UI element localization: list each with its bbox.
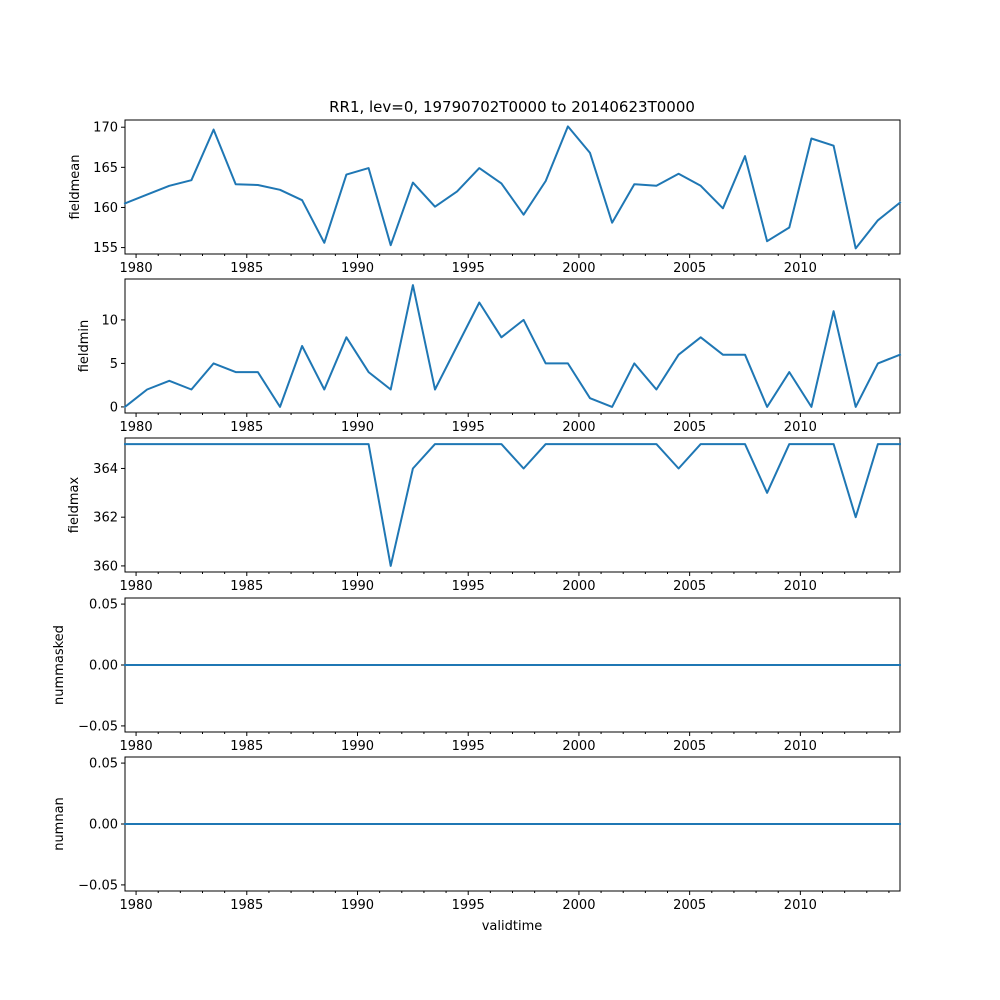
panel-frame [124, 119, 901, 255]
series-line-fieldmax [124, 443, 901, 567]
y-tick-label: 10 [101, 313, 118, 328]
y-tick-label: 360 [93, 559, 118, 574]
x-tick-label: 1985 [230, 898, 263, 913]
x-tick-label: 2005 [673, 420, 706, 435]
y-tick-label: 165 [93, 161, 118, 176]
x-tick-label: 1980 [120, 739, 153, 754]
series-line-fieldmin [123, 284, 902, 409]
y-tick-label: 364 [93, 462, 118, 477]
panel-fieldmean: 1980 1985 1990 1995 2000 2005 2010 155 160 165 170… [68, 119, 902, 276]
x-tick-label: 1985 [230, 739, 263, 754]
x-tick-label: 1990 [341, 739, 374, 754]
panel-frame [124, 278, 901, 414]
x-tick-label: 1985 [230, 579, 263, 594]
x-tick-label: 2010 [784, 420, 817, 435]
x-tick-label: 2000 [562, 579, 595, 594]
x-tick-label: 1995 [452, 739, 485, 754]
x-axis-label: validtime [482, 919, 543, 934]
x-tick-label: 1995 [452, 579, 485, 594]
y-tick-label: 0.00 [89, 659, 118, 674]
y-tick-label: 155 [93, 241, 118, 256]
x-tick-label: 2005 [673, 579, 706, 594]
y-axis-label: fieldmax [67, 477, 82, 534]
x-tick-label: 2010 [784, 739, 817, 754]
panel-fieldmin: 1980 1985 1990 1995 2000 2005 2010 0 5 10 fieldmin [77, 278, 902, 435]
y-tick-label: −0.05 [78, 719, 118, 734]
x-tick-label: 1990 [341, 898, 374, 913]
y-tick-label: 0 [110, 400, 118, 415]
y-axis-label: nummasked [52, 625, 67, 705]
x-tick-label: 1990 [341, 420, 374, 435]
x-tick-label: 1980 [120, 898, 153, 913]
y-tick-label: −0.05 [78, 878, 118, 893]
y-tick-label: 0.05 [89, 598, 118, 613]
y-tick-label: 5 [110, 357, 118, 372]
x-tick-label: 2000 [562, 898, 595, 913]
x-tick-label: 2000 [562, 420, 595, 435]
panel-numnan: 1980 1985 1990 1995 2000 2005 2010 −0.05 0.00 0.0… [52, 756, 901, 913]
x-tick-label: 1980 [120, 261, 153, 276]
panel-nummasked: 1980 1985 1990 1995 2000 2005 2010 −0.05 0.00 0.0… [52, 597, 901, 754]
x-tick-label: 1995 [452, 898, 485, 913]
series-line-fieldmean [123, 125, 902, 250]
panels-group: 1980 1985 1990 1995 2000 2005 2010 155 160 165 170… [52, 119, 902, 913]
x-tick-label: 2000 [562, 739, 595, 754]
y-tick-label: 362 [93, 511, 118, 526]
x-tick-label: 1985 [230, 420, 263, 435]
y-tick-label: 160 [93, 201, 118, 216]
x-tick-label: 2010 [784, 579, 817, 594]
y-axis-label: fieldmean [68, 155, 83, 220]
y-axis-label: numnan [52, 797, 67, 851]
x-tick-label: 1995 [452, 420, 485, 435]
chart-title: RR1, lev=0, 19790702T0000 to 20140623T00… [329, 98, 695, 116]
x-tick-label: 2005 [673, 261, 706, 276]
x-tick-label: 1980 [120, 420, 153, 435]
panel-fieldmax: 1980 1985 1990 1995 2000 2005 2010 360 362 364 fie… [67, 437, 901, 594]
x-tick-label: 1990 [341, 261, 374, 276]
y-axis-label: fieldmin [77, 320, 92, 373]
y-tick-label: 170 [93, 121, 118, 136]
x-tick-label: 1985 [230, 261, 263, 276]
x-tick-label: 2005 [673, 898, 706, 913]
x-tick-label: 2000 [562, 261, 595, 276]
x-tick-label: 1995 [452, 261, 485, 276]
y-tick-label: 0.00 [89, 818, 118, 833]
x-tick-label: 1980 [120, 579, 153, 594]
y-tick-label: 0.05 [89, 757, 118, 772]
x-tick-label: 2010 [784, 898, 817, 913]
x-tick-label: 2010 [784, 261, 817, 276]
x-tick-label: 2005 [673, 739, 706, 754]
x-tick-label: 1990 [341, 579, 374, 594]
